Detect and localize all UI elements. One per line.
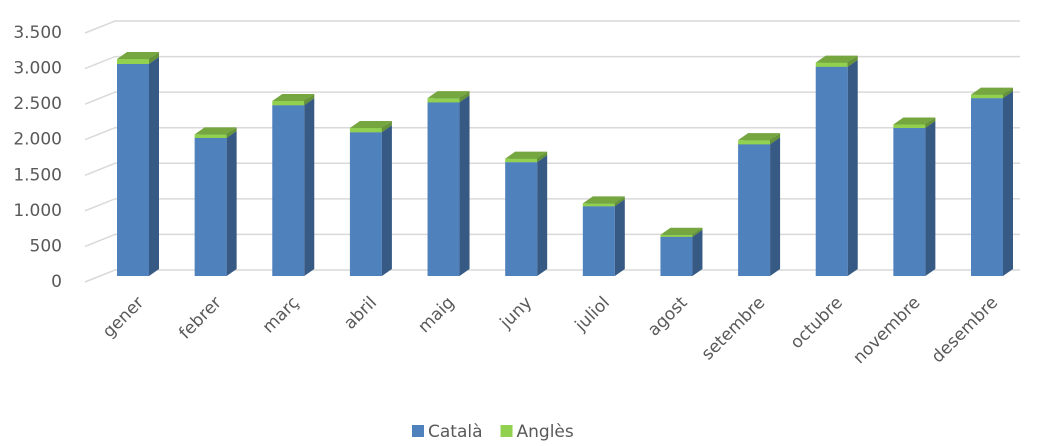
bar (582, 206, 615, 276)
bar-top (815, 55, 858, 63)
x-tick-label: setembre (698, 293, 769, 364)
bar-side (381, 121, 392, 133)
y-tick-label: 500 (30, 236, 62, 256)
x-tick-label: agost (644, 293, 692, 341)
bar-side (692, 227, 703, 237)
bar (272, 105, 305, 276)
bar-side (537, 151, 548, 163)
legend-swatch (412, 425, 424, 437)
y-tick-label: 2.000 (13, 130, 62, 150)
bar (427, 102, 460, 276)
bar-top (349, 121, 392, 129)
legend-swatch (500, 425, 513, 437)
bar (971, 98, 1003, 277)
legend-label: Català (428, 422, 483, 442)
bar-side (847, 55, 858, 67)
grid-line (84, 126, 1020, 141)
x-tick-label: març (259, 293, 304, 338)
bar-side (459, 95, 470, 276)
bar-top (505, 151, 548, 159)
bar (660, 236, 693, 276)
bar-side (537, 155, 548, 276)
bar (738, 140, 771, 145)
y-tick-label: 1.000 (13, 201, 62, 221)
bar (272, 100, 305, 106)
bar (815, 62, 848, 67)
grid-line (84, 233, 1020, 248)
x-tick-label: juny (496, 293, 537, 334)
y-tick-label: 1.500 (13, 165, 62, 185)
y-tick-label: 3.000 (13, 59, 62, 79)
bar-side (614, 196, 625, 207)
bar-top (427, 91, 470, 99)
bar-side (1003, 87, 1013, 99)
bar (738, 144, 771, 276)
bar-side (692, 229, 703, 276)
bar-top (738, 133, 781, 141)
bar-side (304, 93, 315, 106)
y-tick-label: 0 (51, 272, 62, 292)
bar-side (925, 117, 936, 129)
bar (349, 128, 382, 133)
bar (893, 128, 926, 276)
grid-line (84, 198, 1020, 212)
bar-side (1003, 91, 1013, 277)
bar (505, 162, 538, 276)
bar (117, 59, 149, 64)
bar-side (614, 199, 625, 276)
grid-line (84, 20, 1020, 34)
bar (971, 94, 1003, 99)
legend-label: Anglès (517, 422, 574, 442)
x-tick-label: gener (99, 293, 148, 342)
bar-side (226, 127, 237, 138)
y-tick-label: 3.500 (13, 23, 62, 43)
y-tick-label: 2.500 (13, 94, 62, 114)
bar-side (304, 98, 315, 276)
bar-top (117, 52, 159, 60)
bar-top (194, 127, 237, 135)
bar (349, 132, 382, 276)
x-tick-label: abril (340, 293, 381, 334)
bar-side (770, 133, 781, 145)
grid-line (84, 162, 1020, 176)
bar-top (971, 87, 1013, 95)
bar-top (582, 196, 625, 204)
grid-line (84, 55, 1020, 70)
bar-top (660, 227, 703, 235)
bar (893, 124, 926, 129)
bar-side (226, 130, 237, 276)
bar-top (893, 117, 936, 125)
bar-side (459, 91, 470, 103)
bar (582, 203, 615, 207)
x-tick-label: febrer (175, 293, 225, 343)
bar-side (381, 125, 392, 276)
bar (117, 63, 149, 276)
bar (194, 134, 227, 138)
x-tick-label: novembre (849, 293, 924, 368)
grid-line (84, 91, 1020, 105)
bar-side (847, 59, 858, 277)
bar (505, 158, 538, 163)
bar-side (770, 137, 781, 276)
x-tick-label: maig (414, 293, 458, 337)
bar (660, 234, 693, 237)
bar-side (149, 56, 159, 276)
bar-top (272, 93, 315, 101)
x-tick-label: desembre (928, 293, 1002, 367)
x-tick-label: juliol (571, 293, 614, 336)
bar (427, 98, 460, 103)
bar-side (925, 121, 936, 276)
bar (194, 137, 227, 276)
grid-line (84, 269, 1020, 283)
bar-side (149, 52, 159, 64)
bar (815, 66, 848, 276)
x-tick-label: octubre (787, 293, 847, 353)
